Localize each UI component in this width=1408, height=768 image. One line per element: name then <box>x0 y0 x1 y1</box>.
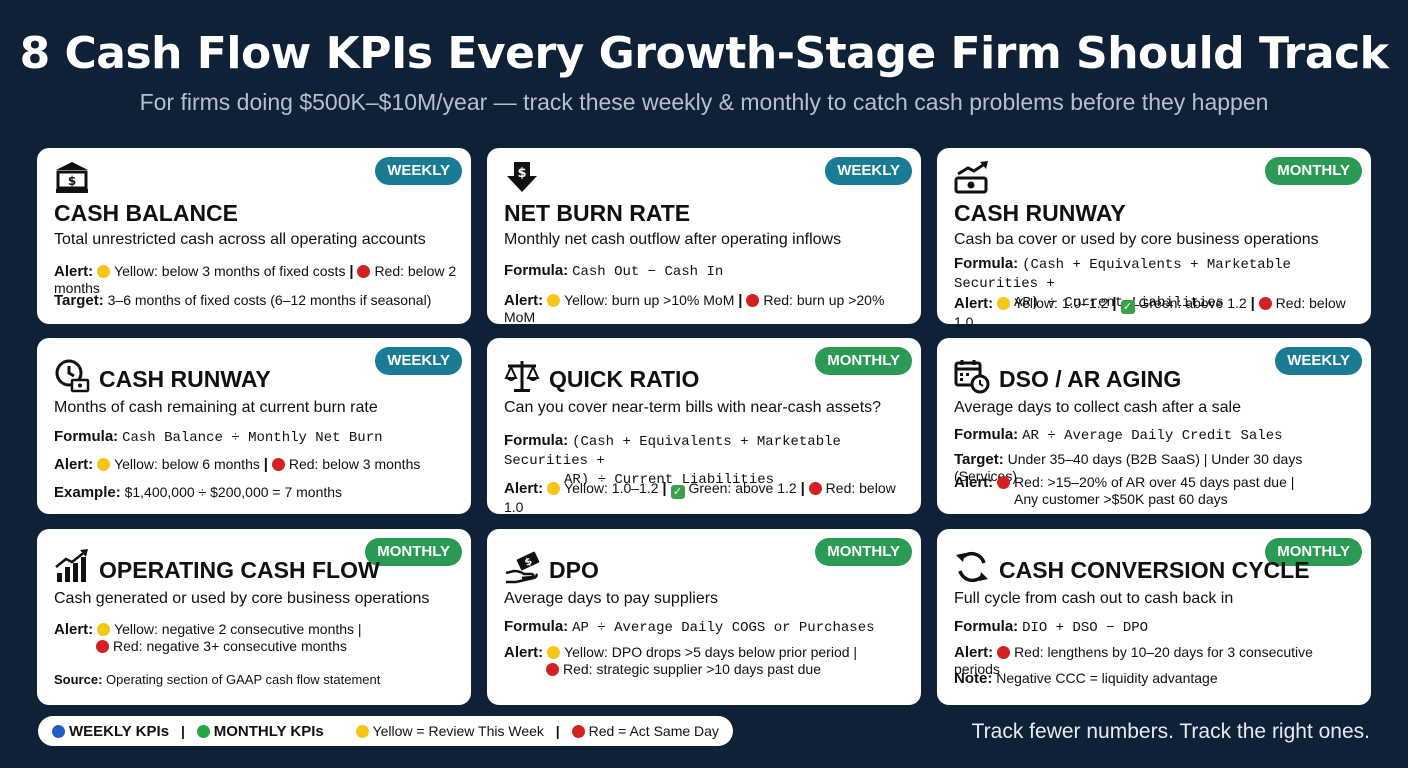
formula-line: Formula: (Cash + Equivalents + Marketabl… <box>954 255 1291 311</box>
kpi-name: CASH RUNWAY <box>99 366 271 392</box>
legend-red: Red = Act Same Day <box>588 723 719 739</box>
kpi-name: DSO / AR AGING <box>999 366 1182 392</box>
target-line: Target: Under 35–40 days (B2B SaaS) | Un… <box>954 451 1303 484</box>
page-title: 8 Cash Flow KPIs Every Growth-Stage Firm… <box>19 28 1389 79</box>
kpi-name: CASH RUNWAY <box>954 200 1126 226</box>
red-dot-icon <box>271 458 285 471</box>
frequency-badge: WEEKLY <box>375 347 462 375</box>
red-dot-icon <box>357 265 371 278</box>
legend: WEEKLY KPIs | MONTHLY KPIs Yellow = Revi… <box>38 716 733 746</box>
red-dot-icon <box>808 482 822 495</box>
svg-text:$: $ <box>523 556 534 569</box>
alert-line: Alert: Yellow: burn up >10% MoM | Red: b… <box>504 292 885 325</box>
formula-line: Formula: Cash Out − Cash In <box>504 262 724 280</box>
note-line: Note: Negative CCC = liquidity advantage <box>954 670 1218 687</box>
yellow-dot-icon <box>547 294 561 307</box>
cycle-arrows-icon <box>956 551 988 583</box>
green-dot-icon <box>196 725 210 738</box>
kpi-name: QUICK RATIO <box>549 366 700 392</box>
alert-line: Alert: Red: lengthens by 10–20 days for … <box>954 644 1313 677</box>
kpi-card-dpo: $ MONTHLY DPO Average days to pay suppli… <box>487 529 921 705</box>
red-dot-icon <box>571 725 585 738</box>
alert-line: Alert: Yellow: below 6 months | Red: bel… <box>54 456 421 473</box>
yellow-dot-icon <box>355 725 369 738</box>
formula-line: Formula: (Cash + Equivalents + Marketabl… <box>504 432 841 488</box>
red-dot-icon <box>997 476 1011 489</box>
kpi-description: Cash ba cover or used by core business o… <box>954 231 1319 248</box>
kpi-name: NET BURN RATE <box>504 200 691 226</box>
target-line: Target: 3–6 months of fixed costs (6–12 … <box>54 292 432 309</box>
red-dot-icon <box>746 294 760 307</box>
dollar-down-arrow-icon: $ <box>507 162 537 192</box>
blue-dot-icon <box>52 725 65 738</box>
formula-line: Formula: DIO + DSO − DPO <box>954 618 1149 636</box>
kpi-description: Months of cash remaining at current burn… <box>54 399 378 416</box>
cash-growth-icon <box>954 161 988 194</box>
kpi-name: DPO <box>549 557 599 583</box>
kpi-description: Average days to collect cash after a sal… <box>954 399 1241 416</box>
formula-line: Formula: AR ÷ Average Daily Credit Sales <box>954 426 1283 444</box>
legend-yellow: Yellow = Review This Week <box>372 723 544 739</box>
red-dot-icon <box>997 646 1011 659</box>
red-dot-icon <box>546 663 559 676</box>
alert-line: Alert: Yellow: 1.0–1.2 | ✓ Green: above 1… <box>954 295 1346 330</box>
yellow-dot-icon <box>997 297 1011 310</box>
kpi-description: Average days to pay suppliers <box>504 590 719 607</box>
alert-line: Alert: Yellow: below 3 months of fixed c… <box>54 263 457 296</box>
tagline: Track fewer numbers. Track the right one… <box>971 720 1370 743</box>
frequency-badge: MONTHLY <box>1265 157 1362 185</box>
kpi-description: Can you cover near-term bills with near-… <box>504 399 882 416</box>
frequency-badge: MONTHLY <box>815 347 912 375</box>
svg-text:$: $ <box>517 166 526 181</box>
frequency-badge: MONTHLY <box>1265 538 1362 566</box>
kpi-card-cash-runway-monthly: MONTHLY CASH RUNWAY Cash ba cover or use… <box>937 148 1371 330</box>
kpi-description: Full cycle from cash out to cash back in <box>954 590 1234 607</box>
formula-line: Formula: AP ÷ Average Daily COGS or Purc… <box>504 618 875 636</box>
yellow-dot-icon <box>547 646 561 659</box>
scales-icon <box>504 361 540 392</box>
legend-weekly: WEEKLY KPIs <box>69 723 170 740</box>
clock-cash-icon <box>55 359 90 393</box>
kpi-description: Monthly net cash outflow after operating… <box>504 231 842 248</box>
frequency-badge: MONTHLY <box>365 538 462 566</box>
kpi-card-dso-ar-aging: WEEKLY DSO / AR AGING Average days to co… <box>937 338 1371 514</box>
green-check-icon: ✓ <box>1120 300 1135 314</box>
frequency-badge: WEEKLY <box>375 157 462 185</box>
legend-monthly: MONTHLY KPIs <box>213 723 324 740</box>
frequency-badge: WEEKLY <box>1275 347 1362 375</box>
yellow-dot-icon <box>97 265 111 278</box>
page-subtitle: For firms doing $500K–$10M/year — track … <box>139 89 1269 115</box>
formula-line: Formula: Cash Balance ÷ Monthly Net Burn <box>54 428 383 446</box>
bar-chart-growth-icon <box>55 549 88 582</box>
hand-cash-icon: $ <box>505 551 540 584</box>
kpi-description: Total unrestricted cash across all opera… <box>54 231 426 248</box>
alert-line: Alert: Yellow: 1.0–1.2 | ✓ Green: above 1… <box>504 480 896 515</box>
kpi-card-net-burn-rate: $ WEEKLY NET BURN RATE Monthly net cash … <box>487 148 921 325</box>
kpi-card-cash-conversion-cycle: MONTHLY CASH CONVERSION CYCLE Full cycle… <box>937 529 1371 705</box>
source-line: Source: Operating section of GAAP cash f… <box>54 672 381 687</box>
alert-line: Alert: Yellow: negative 2 consecutive mo… <box>54 621 362 654</box>
kpi-name: CASH CONVERSION CYCLE <box>999 557 1310 583</box>
bank-icon: $ <box>56 162 88 193</box>
kpi-card-cash-balance: $ WEEKLY CASH BALANCE Total unrestricted… <box>37 148 471 324</box>
frequency-badge: MONTHLY <box>815 538 912 566</box>
kpi-description: Cash generated or used by core business … <box>54 590 430 607</box>
red-dot-icon <box>96 640 109 653</box>
yellow-dot-icon <box>97 458 111 471</box>
svg-text:$: $ <box>68 174 76 188</box>
red-dot-icon <box>1258 297 1272 310</box>
calendar-clock-icon <box>954 360 990 394</box>
kpi-card-operating-cash-flow: MONTHLY OPERATING CASH FLOW Cash generat… <box>37 529 471 705</box>
kpi-name: CASH BALANCE <box>54 200 238 226</box>
example-line: Example: $1,400,000 ÷ $200,000 = 7 month… <box>54 484 343 501</box>
yellow-dot-icon <box>547 482 561 495</box>
kpi-name: OPERATING CASH FLOW <box>99 557 380 583</box>
frequency-badge: WEEKLY <box>825 157 912 185</box>
kpi-card-quick-ratio: MONTHLY QUICK RATIO Can you cover near-t… <box>487 338 921 515</box>
alert-line: Alert: Yellow: DPO drops >5 days below p… <box>504 644 858 677</box>
green-check-icon: ✓ <box>670 485 685 499</box>
kpi-card-cash-runway-weekly: WEEKLY CASH RUNWAY Months of cash remain… <box>37 338 471 514</box>
yellow-dot-icon <box>97 623 111 636</box>
alert-line: Alert: Red: >15–20% of AR over 45 days p… <box>954 474 1295 507</box>
